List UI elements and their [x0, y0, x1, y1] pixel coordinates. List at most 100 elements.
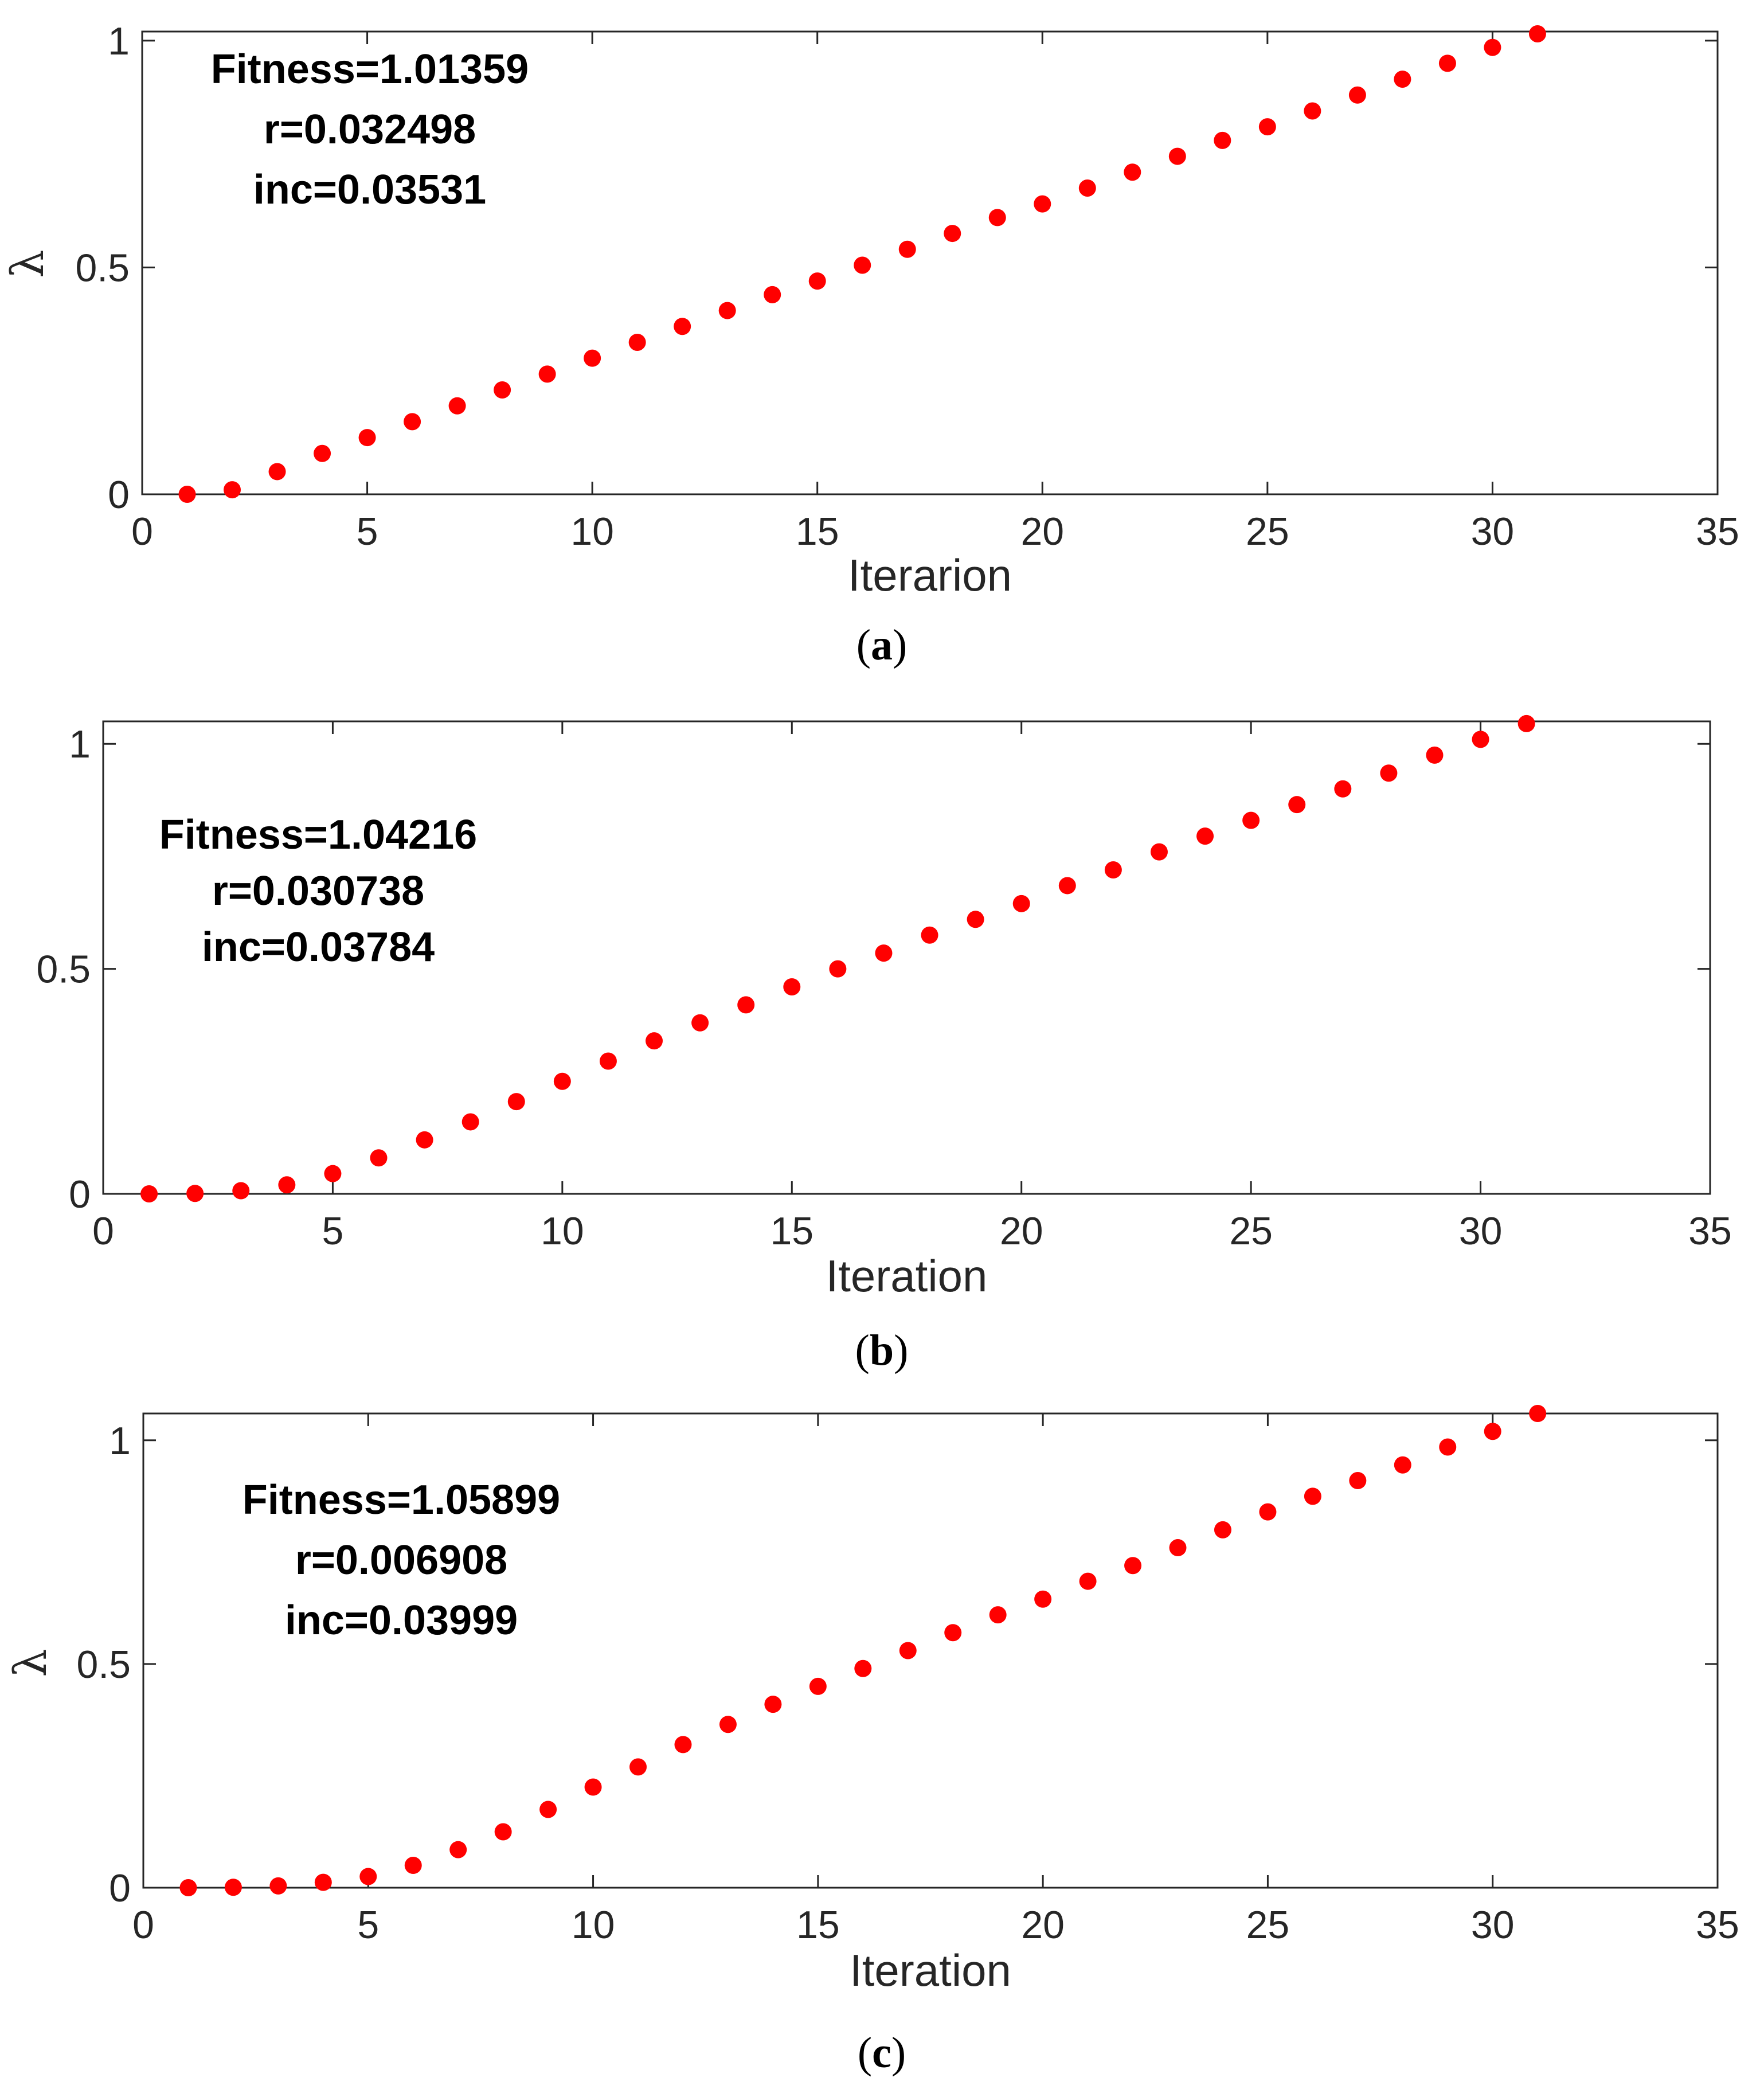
x-tick-label: 0: [132, 1903, 154, 1947]
data-point: [646, 1032, 663, 1050]
annotation-line-2: r=0.032498: [264, 107, 476, 153]
data-point: [1079, 1572, 1097, 1590]
data-point: [1124, 163, 1141, 181]
data-point: [1304, 1487, 1321, 1505]
y-tick-label: 0: [69, 1173, 91, 1216]
data-point: [1288, 796, 1306, 814]
y-tick-label: 0.5: [76, 1643, 131, 1686]
annotation-line-1: Fitness=1.01359: [211, 46, 529, 92]
x-tick-label: 0: [92, 1209, 114, 1253]
x-tick-label: 35: [1696, 510, 1739, 553]
x-tick-label: 15: [770, 1209, 813, 1253]
x-tick-label: 10: [570, 510, 614, 553]
data-point: [179, 1879, 197, 1896]
data-point: [1517, 714, 1535, 732]
x-tick-label: 10: [572, 1903, 615, 1947]
data-point: [416, 1131, 433, 1149]
data-point: [539, 1801, 557, 1818]
panel-caption: (a): [856, 621, 908, 669]
data-point: [1439, 1438, 1457, 1456]
data-point: [324, 1165, 342, 1182]
data-point: [875, 944, 893, 962]
x-axis-label: Iteration: [826, 1251, 988, 1301]
data-point: [449, 1841, 467, 1858]
x-tick-label: 20: [1021, 1903, 1065, 1947]
data-point: [494, 1823, 512, 1841]
data-point: [1426, 746, 1444, 764]
x-tick-label: 5: [322, 1209, 344, 1253]
data-point: [1034, 195, 1051, 213]
annotation-line-1: Fitness=1.04216: [159, 812, 477, 858]
annotation-line-2: r=0.030738: [212, 868, 424, 914]
data-point: [718, 302, 736, 319]
y-tick-label: 1: [108, 19, 130, 63]
data-point: [224, 1879, 242, 1896]
axes-box: [142, 1412, 1719, 1889]
x-tick-label: 30: [1471, 510, 1515, 553]
data-point: [507, 1093, 525, 1111]
x-tick-label: 30: [1459, 1209, 1503, 1253]
data-point: [691, 1014, 709, 1032]
data-point: [1472, 731, 1489, 748]
data-point: [629, 1758, 647, 1776]
data-point: [989, 1606, 1007, 1624]
data-point: [764, 1696, 782, 1713]
data-point: [553, 1072, 571, 1090]
data-point: [584, 349, 601, 367]
data-point: [314, 1873, 332, 1891]
data-point: [1258, 118, 1276, 136]
data-point: [921, 926, 938, 944]
data-point: [1438, 54, 1456, 72]
data-point: [719, 1716, 737, 1733]
data-point: [1348, 86, 1366, 104]
data-point: [1034, 1590, 1052, 1608]
x-tick-label: 15: [796, 510, 839, 553]
y-tick-label: 0: [109, 1866, 131, 1910]
data-point: [1484, 38, 1501, 56]
data-point: [268, 463, 286, 481]
x-axis-label: Iteration: [850, 1945, 1011, 1996]
y-tick-label: 1: [69, 723, 91, 766]
data-point: [269, 1877, 287, 1895]
data-point: [1012, 895, 1030, 912]
data-point: [1196, 827, 1214, 845]
x-tick-label: 20: [1020, 510, 1064, 553]
data-point: [854, 256, 871, 274]
annotation-line-3: inc=0.03531: [253, 167, 486, 213]
annotation-line-3: inc=0.03999: [285, 1598, 518, 1643]
data-point: [1104, 861, 1122, 878]
data-point: [1394, 71, 1411, 88]
data-point: [944, 1624, 962, 1642]
data-point: [854, 1659, 872, 1677]
data-point: [404, 413, 421, 431]
y-tick-label: 0: [108, 473, 130, 517]
data-point: [358, 429, 376, 447]
data-point: [1058, 877, 1076, 895]
x-tick-label: 35: [1696, 1903, 1739, 1947]
x-tick-label: 5: [357, 510, 378, 553]
data-point: [461, 1113, 479, 1131]
data-point: [1214, 1521, 1231, 1538]
data-point: [737, 996, 755, 1014]
data-point: [1214, 131, 1231, 149]
axes-box: [141, 30, 1719, 495]
data-point: [140, 1185, 158, 1202]
data-point: [628, 333, 646, 351]
y-tick-label: 1: [109, 1419, 131, 1463]
axes-box: [102, 720, 1711, 1195]
data-point: [1394, 1456, 1411, 1474]
data-point: [1150, 843, 1168, 861]
data-point: [359, 1868, 377, 1885]
annotation-line-1: Fitness=1.05899: [242, 1477, 560, 1523]
data-point: [1334, 780, 1352, 798]
data-point: [494, 381, 511, 399]
data-point: [584, 1778, 602, 1796]
x-tick-label: 0: [131, 510, 153, 553]
panel-caption: (c): [858, 2029, 906, 2077]
x-tick-label: 10: [541, 1209, 584, 1253]
data-point: [1484, 1423, 1501, 1440]
data-point: [809, 1677, 827, 1695]
x-tick-label: 20: [1000, 1209, 1043, 1253]
data-point: [370, 1149, 388, 1167]
x-tick-label: 5: [357, 1903, 379, 1947]
